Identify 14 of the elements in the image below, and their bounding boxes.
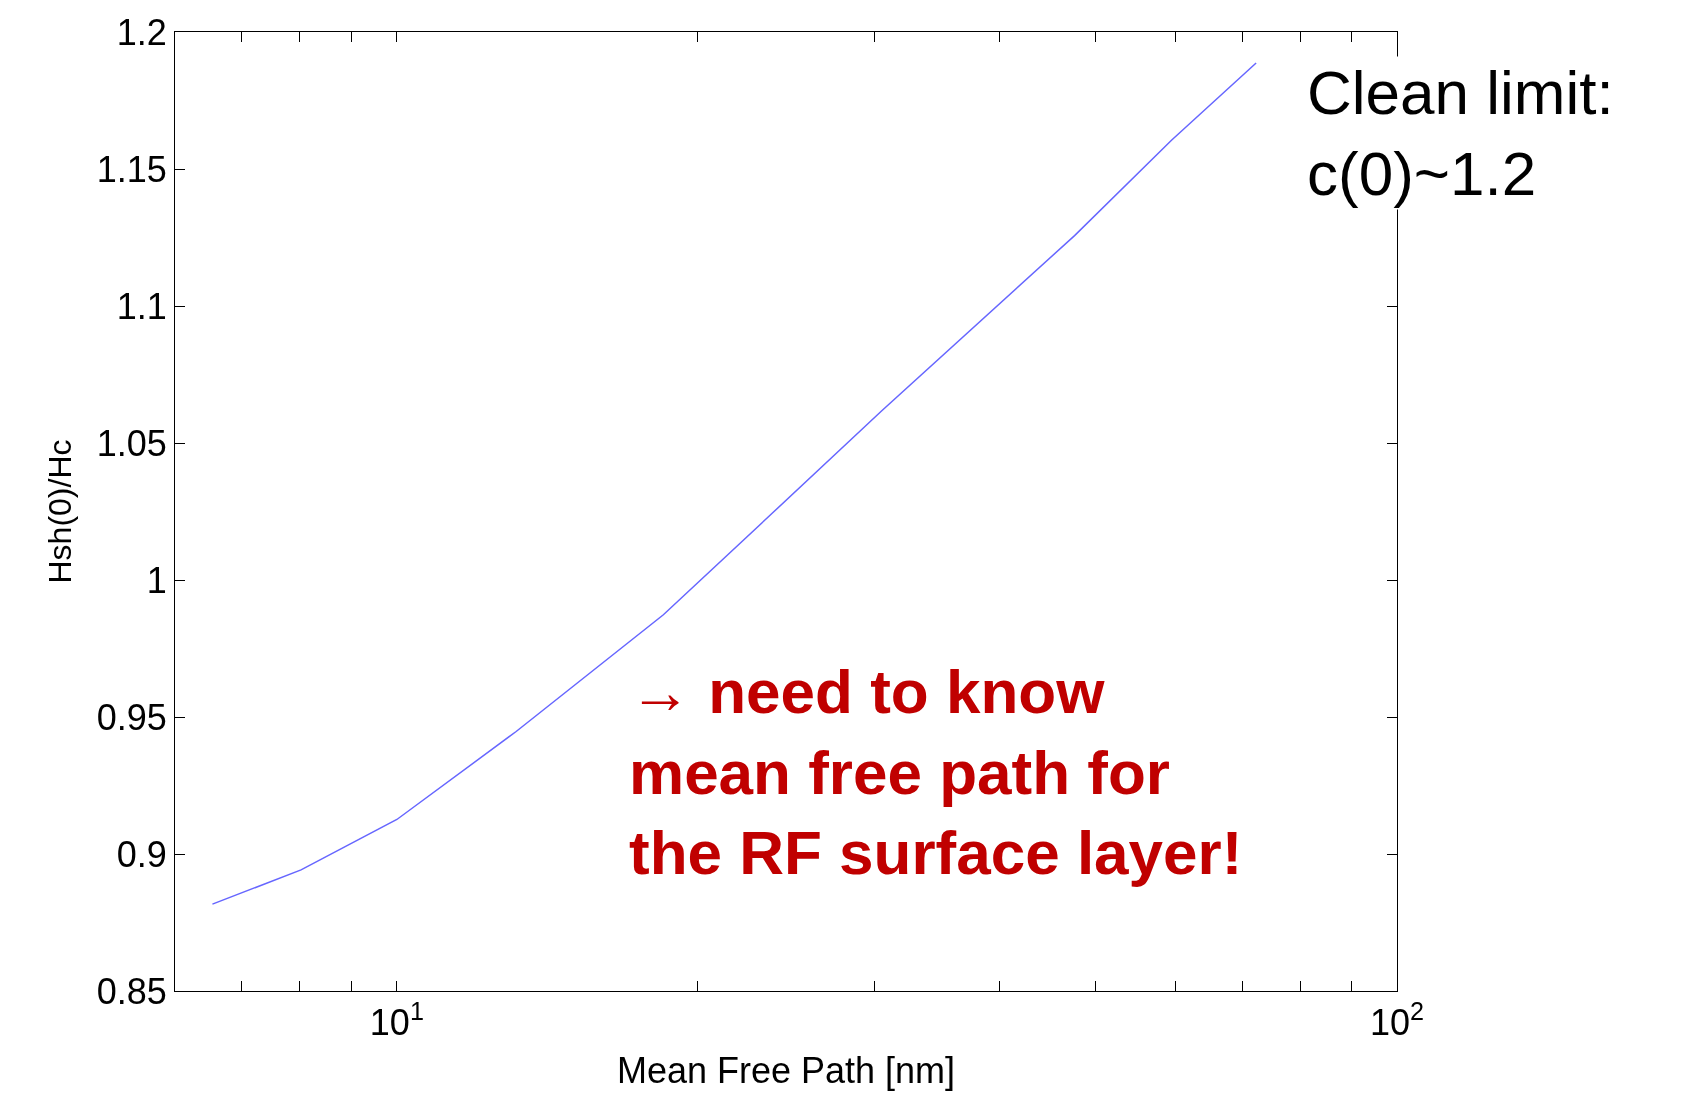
y-tick-label: 0.95 — [96, 696, 167, 738]
x-tick-label: 10$^{1}$ — [369, 997, 424, 1044]
y-tick-label: 1.2 — [116, 11, 167, 53]
annotation: Clean limit: c(0)~1.2 — [1307, 58, 1614, 208]
y-tick-label: 1.1 — [116, 285, 167, 327]
y-tick-label: 0.85 — [96, 970, 167, 1012]
y-tick-label: 1 — [146, 559, 167, 601]
x-tick-label: 10$^{2}$ — [1369, 997, 1425, 1044]
y-tick-label: 1.15 — [96, 148, 167, 190]
y-tick-label: 1.05 — [96, 422, 167, 464]
y-axis-title: Hsh(0)/Hc — [42, 439, 79, 584]
y-tick-label: 0.9 — [116, 833, 167, 875]
x-axis-title: Mean Free Path [nm] — [616, 1049, 956, 1091]
annotation: → need to know mean free path for the RF surface layer! — [629, 657, 1243, 888]
